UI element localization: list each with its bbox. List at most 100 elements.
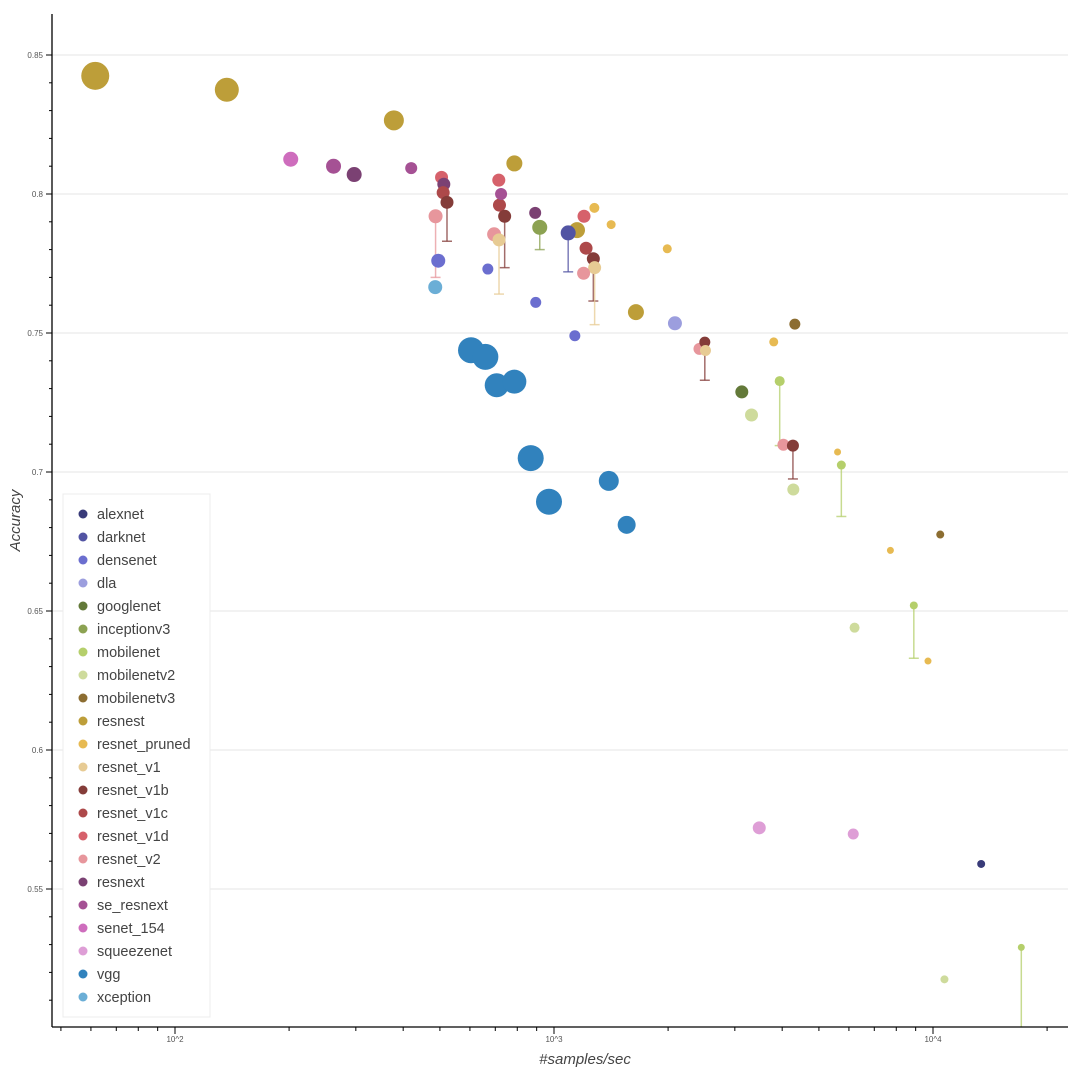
x-tick-label: 10^2	[166, 1035, 184, 1044]
legend-marker-squeezenet	[78, 946, 88, 956]
legend-marker-mobilenet	[78, 647, 88, 657]
point-densenet	[431, 253, 446, 268]
point-resnet_pruned	[662, 244, 672, 254]
point-densenet	[530, 296, 542, 308]
point-darknet	[560, 225, 576, 241]
point-resnet_pruned	[606, 220, 616, 230]
point-mobilenetv2	[940, 975, 949, 984]
point-resnet_v1	[492, 233, 506, 247]
point-resnest	[81, 61, 110, 90]
legend-label-senet_154: senet_154	[97, 921, 165, 937]
grid-lines	[52, 54, 1068, 890]
y-tick-label: 0.7	[32, 468, 44, 477]
point-mobilenetv3	[936, 530, 945, 539]
legend-marker-mobilenetv3	[78, 693, 88, 703]
y-tick-label: 0.8	[32, 190, 44, 199]
legend-marker-xception	[78, 992, 88, 1002]
y-tick-label: 0.55	[27, 885, 43, 894]
point-dla	[667, 316, 682, 331]
point-mobilenet	[909, 601, 918, 610]
point-densenet	[569, 330, 581, 342]
point-resnext	[529, 206, 542, 219]
point-resnest	[627, 304, 644, 321]
legend-marker-resnet_v1	[78, 762, 88, 772]
legend-label-resnest: resnest	[97, 714, 145, 730]
legend-marker-mobilenetv2	[78, 670, 88, 680]
legend-label-densenet: densenet	[97, 553, 157, 569]
legend-label-mobilenetv3: mobilenetv3	[97, 691, 175, 707]
point-squeezenet	[752, 821, 766, 835]
point-mobilenet	[774, 376, 785, 387]
legend-label-resnet_v1b: resnet_v1b	[97, 783, 169, 799]
data-points	[81, 61, 1025, 984]
legend-marker-dla	[78, 578, 88, 588]
legend-label-resnet_v2: resnet_v2	[97, 852, 161, 868]
error-bars	[430, 202, 1023, 1027]
point-alexnet	[977, 859, 986, 868]
legend-label-mobilenetv2: mobilenetv2	[97, 668, 175, 684]
point-se_resnext	[326, 158, 342, 174]
legend-marker-resnet_v1d	[78, 831, 88, 841]
legend-marker-se_resnext	[78, 900, 88, 910]
point-mobilenetv2	[849, 622, 860, 633]
point-resnet_v1b	[699, 336, 711, 348]
point-se_resnext	[495, 188, 508, 200]
legend-marker-inceptionv3	[78, 624, 88, 634]
point-resnext	[346, 167, 362, 183]
legend-label-vgg: vgg	[97, 967, 120, 983]
legend-label-resnet_v1c: resnet_v1c	[97, 806, 168, 822]
point-resnet_v1b	[498, 209, 512, 223]
point-vgg	[472, 343, 499, 370]
y-axis-label: Accuracy	[7, 488, 24, 552]
legend-label-se_resnext: se_resnext	[97, 898, 168, 914]
legend-label-inceptionv3: inceptionv3	[97, 622, 170, 638]
legend-label-squeezenet: squeezenet	[97, 944, 172, 960]
legend-marker-resnet_v1c	[78, 808, 88, 818]
x-axis-label: #samples/sec	[539, 1051, 631, 1068]
legend-marker-resnet_pruned	[78, 739, 88, 749]
point-resnet_v1	[699, 345, 711, 357]
point-mobilenetv2	[787, 483, 800, 496]
point-senet_154	[283, 151, 299, 167]
axes: 0.55 0.6 0.65 0.7 0.75 0.8 0.85 10^2 10^3 10^4	[27, 14, 1068, 1044]
point-resnet_pruned	[886, 546, 894, 554]
legend-marker-googlenet	[78, 601, 88, 611]
point-vgg	[598, 470, 619, 491]
point-resnet_v1	[588, 261, 602, 275]
point-resnet_v1c	[579, 241, 593, 255]
point-squeezenet	[847, 828, 859, 840]
y-tick-label: 0.75	[27, 329, 43, 338]
point-densenet	[482, 263, 494, 275]
legend-label-alexnet: alexnet	[97, 507, 144, 523]
point-resnet_v1b	[786, 439, 799, 452]
legend: alexnet darknet densenet dla googlenet incept…	[62, 493, 211, 1018]
legend-marker-alexnet	[78, 509, 88, 519]
point-googlenet	[735, 385, 749, 399]
point-resnet_v1b	[440, 195, 454, 209]
x-tick-label: 10^3	[545, 1035, 563, 1044]
legend-marker-resnet_v1b	[78, 785, 88, 795]
point-xception	[428, 280, 443, 295]
point-resnet_pruned	[924, 657, 932, 665]
point-resnest	[506, 155, 523, 172]
point-resnet_pruned	[589, 202, 600, 213]
point-mobilenet	[836, 460, 846, 470]
point-resnet_v1c	[492, 198, 506, 212]
point-inceptionv3	[532, 219, 548, 235]
y-tick-label: 0.85	[27, 51, 43, 60]
legend-marker-vgg	[78, 969, 88, 979]
legend-box	[62, 493, 211, 1018]
point-vgg	[517, 445, 544, 472]
legend-marker-resnest	[78, 716, 88, 726]
point-resnet_pruned	[769, 337, 779, 347]
y-tick-label: 0.65	[27, 607, 43, 616]
legend-label-mobilenet: mobilenet	[97, 645, 160, 661]
legend-label-dla: dla	[97, 576, 117, 592]
legend-marker-resnet_v2	[78, 854, 88, 864]
point-resnet_v1d	[492, 173, 506, 187]
legend-label-darknet: darknet	[97, 530, 145, 546]
legend-label-resnet_v1d: resnet_v1d	[97, 829, 169, 845]
legend-label-resnext: resnext	[97, 875, 145, 891]
point-vgg	[535, 488, 562, 515]
